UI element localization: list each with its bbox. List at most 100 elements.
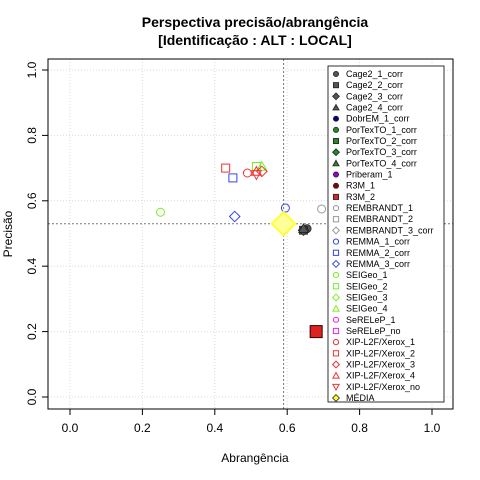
legend-marker [332,92,340,101]
legend-marker [332,216,340,223]
legend-item: REMBRANDT_1 [332,203,413,213]
legend-marker [332,103,340,111]
legend-box [327,65,445,403]
legend-marker [332,283,340,290]
data-point-xip-l2f-xerox-2 [221,163,231,173]
chart-subtitle: [Identificação : ALT : LOCAL] [158,32,352,48]
data-points [156,160,327,339]
legend-marker [332,82,339,89]
legend-label: REMMA_3_corr [346,259,410,269]
legend-label: XIP-L2F/Xerox_4 [346,371,415,381]
legend-item: XIP-L2F/Xerox_2 [332,348,415,358]
legend-marker [332,71,339,78]
legend-label: REMMA_2_corr [346,248,410,258]
legend-marker [331,259,341,269]
legend-marker [332,148,340,157]
legend-label: Cage2_3_corr [346,91,403,101]
legend-marker [332,182,339,189]
legend-label: SEIGeo_3 [346,292,388,302]
y-tick-label: 0.4 [25,258,39,275]
legend-item: PorTexTO_3_corr [332,147,417,157]
legend-label: MÉDIA [346,393,375,403]
data-point-remma-1-corr [280,203,290,213]
data-point-xip-l2f-xerox-1 [242,168,252,178]
legend-item: XIP-L2F/Xerox_no [332,382,420,392]
legend-marker [331,293,341,302]
legend-label: XIP-L2F/Xerox_no [346,382,420,392]
legend-item: REMBRANDT_2 [332,214,413,224]
legend-label: PorTexTO_3_corr [346,147,417,157]
x-tick-label: 0.6 [279,421,296,435]
legend-item: REMMA_1_corr [332,237,410,247]
legend-label: XIP-L2F/Xerox_3 [346,359,415,369]
legend-item: PorTexTO_4_corr [332,158,417,168]
legend-label: REMBRANDT_3_corr [346,225,434,235]
legend-label: SEIGeo_4 [346,304,388,314]
legend-marker [332,115,339,122]
data-point-r3m-2 [309,325,323,339]
data-point-media [270,210,297,237]
y-tick-label: 0.6 [25,192,39,209]
legend-item: REMMA_3_corr [331,259,410,269]
legend-marker [332,159,340,167]
legend-item: R3M_1 [332,181,375,191]
legend-label: Cage2_4_corr [346,103,403,113]
legend-item: REMBRANDT_3_corr [331,225,434,235]
legend-label: SEIGeo_1 [346,270,388,280]
legend-marker [332,249,340,256]
legend-item: DobrEM_1_corr [332,114,410,124]
legend-label: Cage2_1_corr [346,69,403,79]
legend-label: REMMA_1_corr [346,237,410,247]
data-point-xip-l2f-xerox-no [250,170,263,181]
legend-marker [332,316,340,323]
legend-marker [332,394,340,402]
legend-marker [332,327,340,335]
legend-item: SEIGeo_4 [332,304,388,314]
legend-label: SEIGeo_2 [346,281,388,291]
legend-marker [332,204,340,212]
legend-item: SEIGeo_2 [332,281,388,291]
legend-item: XIP-L2F/Xerox_4 [332,371,415,381]
legend-item: XIP-L2F/Xerox_3 [331,359,415,369]
legend-label: Cage2_2_corr [346,80,403,90]
legend-item: XIP-L2F/Xerox_1 [332,337,415,347]
legend-label: REMBRANDT_2 [346,214,413,224]
legend-label: XIP-L2F/Xerox_1 [346,337,415,347]
x-tick-label: 0.2 [134,421,151,435]
legend-item: Cage2_2_corr [332,80,403,90]
legend-item: Cage2_3_corr [332,91,403,101]
legend-marker [332,171,339,178]
legend-marker [332,350,340,357]
legend-label: REMBRANDT_1 [346,203,413,213]
legend-label: XIP-L2F/Xerox_2 [346,348,415,358]
legend-marker [332,126,339,133]
legend-label: Priberam_1 [346,170,393,180]
y-axis-label: Precisão [1,210,15,257]
legend-marker [332,238,340,245]
legend-marker [331,226,341,235]
legend-label: SeRELeP_1 [346,315,396,325]
legend-item: MÉDIA [332,393,375,403]
x-tick-label: 1.0 [424,421,441,435]
legend-label: SeRELeP_no [346,326,401,336]
y-tick-label: 0.2 [25,323,39,340]
x-tick-label: 0.0 [62,421,79,435]
x-axis-label: Abrangência [221,451,289,465]
legend-marker [332,272,340,279]
legend-item: Cage2_1_corr [332,69,403,79]
axes: 0.0 0.0 0.2 0.2 0.4 0.4 0.6 0.6 0.8 0.8 1.0 1.0 [25,61,441,435]
legend-item: Priberam_1 [332,170,393,180]
y-tick-label: 0.0 [25,388,39,405]
legend-marker [332,304,340,312]
legend-item: REMMA_2_corr [332,248,410,258]
legend-marker [331,360,341,369]
legend-label: PorTexTO_1_corr [346,125,417,135]
legend-item: R3M_2 [332,192,375,202]
legend-marker [332,383,340,391]
y-tick-label: 1.0 [25,61,39,78]
legend-item: SEIGeo_3 [331,292,388,302]
chart-title: Perspectiva precisão/abrangência [142,14,369,30]
data-point-rembrandt-1 [317,204,327,214]
